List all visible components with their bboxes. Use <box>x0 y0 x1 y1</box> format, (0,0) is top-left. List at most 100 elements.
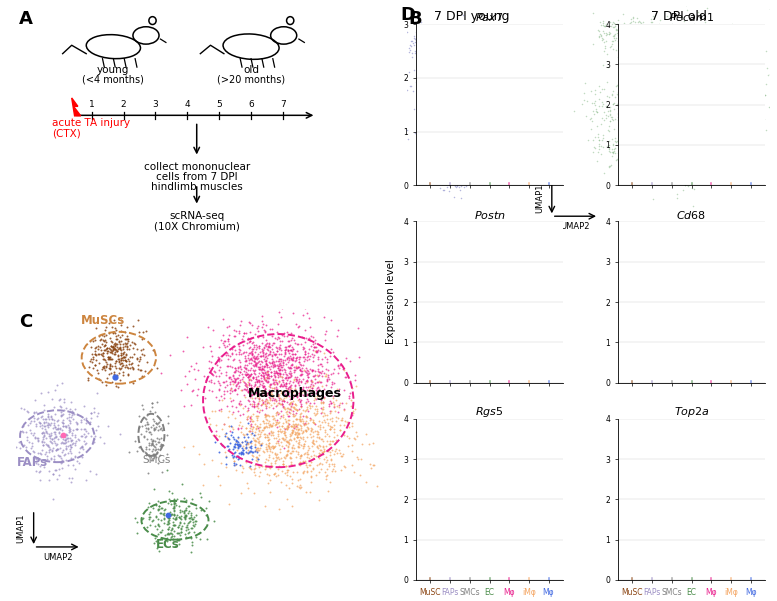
Point <box>263 438 276 447</box>
Point <box>318 394 330 403</box>
Point <box>708 100 720 110</box>
Point <box>249 419 262 429</box>
Point <box>230 381 242 391</box>
Point <box>448 161 461 171</box>
Point <box>49 429 61 439</box>
Point <box>57 394 70 404</box>
Point <box>99 380 112 390</box>
Point <box>105 341 117 351</box>
Point <box>695 58 707 67</box>
Point <box>744 71 757 81</box>
Point <box>256 357 268 367</box>
Point <box>642 28 654 38</box>
Point <box>477 58 490 67</box>
Point <box>47 469 59 478</box>
Point <box>280 461 292 471</box>
Point <box>455 112 467 121</box>
Point <box>316 366 329 376</box>
Point <box>615 127 627 137</box>
Point <box>729 39 741 49</box>
Point <box>73 459 85 468</box>
Point <box>91 365 103 375</box>
Point <box>698 84 710 93</box>
Point <box>470 145 483 155</box>
Point <box>425 160 437 169</box>
Point <box>267 447 279 457</box>
Point <box>460 87 472 96</box>
Point <box>104 337 117 346</box>
Point <box>703 80 716 90</box>
Point <box>243 426 256 436</box>
Point <box>664 80 676 90</box>
Point <box>300 487 312 496</box>
Point <box>283 368 295 378</box>
Point <box>505 100 517 110</box>
Point <box>319 352 332 362</box>
Point <box>691 52 703 62</box>
Point <box>722 101 734 111</box>
Point <box>726 50 739 59</box>
Point <box>299 448 312 458</box>
Point <box>434 37 446 47</box>
Point <box>284 454 297 463</box>
Point <box>523 80 535 90</box>
Point <box>61 430 73 440</box>
Point <box>455 168 468 178</box>
Point <box>608 30 620 40</box>
Point <box>274 337 287 346</box>
Point <box>507 59 520 69</box>
Point <box>246 350 258 359</box>
Point <box>142 468 155 478</box>
Point <box>503 124 516 133</box>
Point <box>319 370 332 379</box>
Point <box>434 119 446 129</box>
Point <box>54 427 66 437</box>
Point <box>436 86 448 96</box>
Point <box>261 377 274 387</box>
Point <box>178 517 190 527</box>
Point <box>694 123 706 132</box>
Point <box>447 74 459 84</box>
Point <box>505 42 517 52</box>
Point <box>729 88 741 97</box>
Point <box>692 95 705 105</box>
Point <box>507 119 520 129</box>
Point <box>263 343 275 352</box>
Point <box>168 510 180 519</box>
Point <box>275 355 287 364</box>
Point <box>703 107 716 117</box>
Point <box>270 328 283 337</box>
Point <box>479 49 492 59</box>
Point <box>29 395 41 405</box>
Point <box>60 403 72 413</box>
Point <box>445 106 458 116</box>
Point <box>709 103 722 113</box>
Point <box>388 87 401 96</box>
Point <box>466 94 479 103</box>
Point <box>243 421 256 430</box>
Point <box>689 87 702 96</box>
Point <box>450 91 462 101</box>
Point <box>495 87 507 97</box>
Point <box>667 81 680 91</box>
Point <box>458 45 471 55</box>
Point <box>705 56 717 66</box>
Point <box>140 442 152 451</box>
Point <box>390 59 402 69</box>
Point <box>695 115 708 124</box>
Point <box>444 171 457 180</box>
Point <box>69 424 82 434</box>
Point <box>663 64 675 73</box>
Point <box>488 84 500 93</box>
Point <box>283 382 295 391</box>
Point <box>500 73 513 83</box>
Point <box>282 420 294 430</box>
Point <box>251 446 263 456</box>
Point <box>449 88 462 97</box>
Point <box>506 81 518 91</box>
Point <box>503 76 515 85</box>
Point <box>698 83 710 93</box>
Point <box>699 52 712 62</box>
Point <box>252 434 264 444</box>
Point <box>696 148 709 158</box>
